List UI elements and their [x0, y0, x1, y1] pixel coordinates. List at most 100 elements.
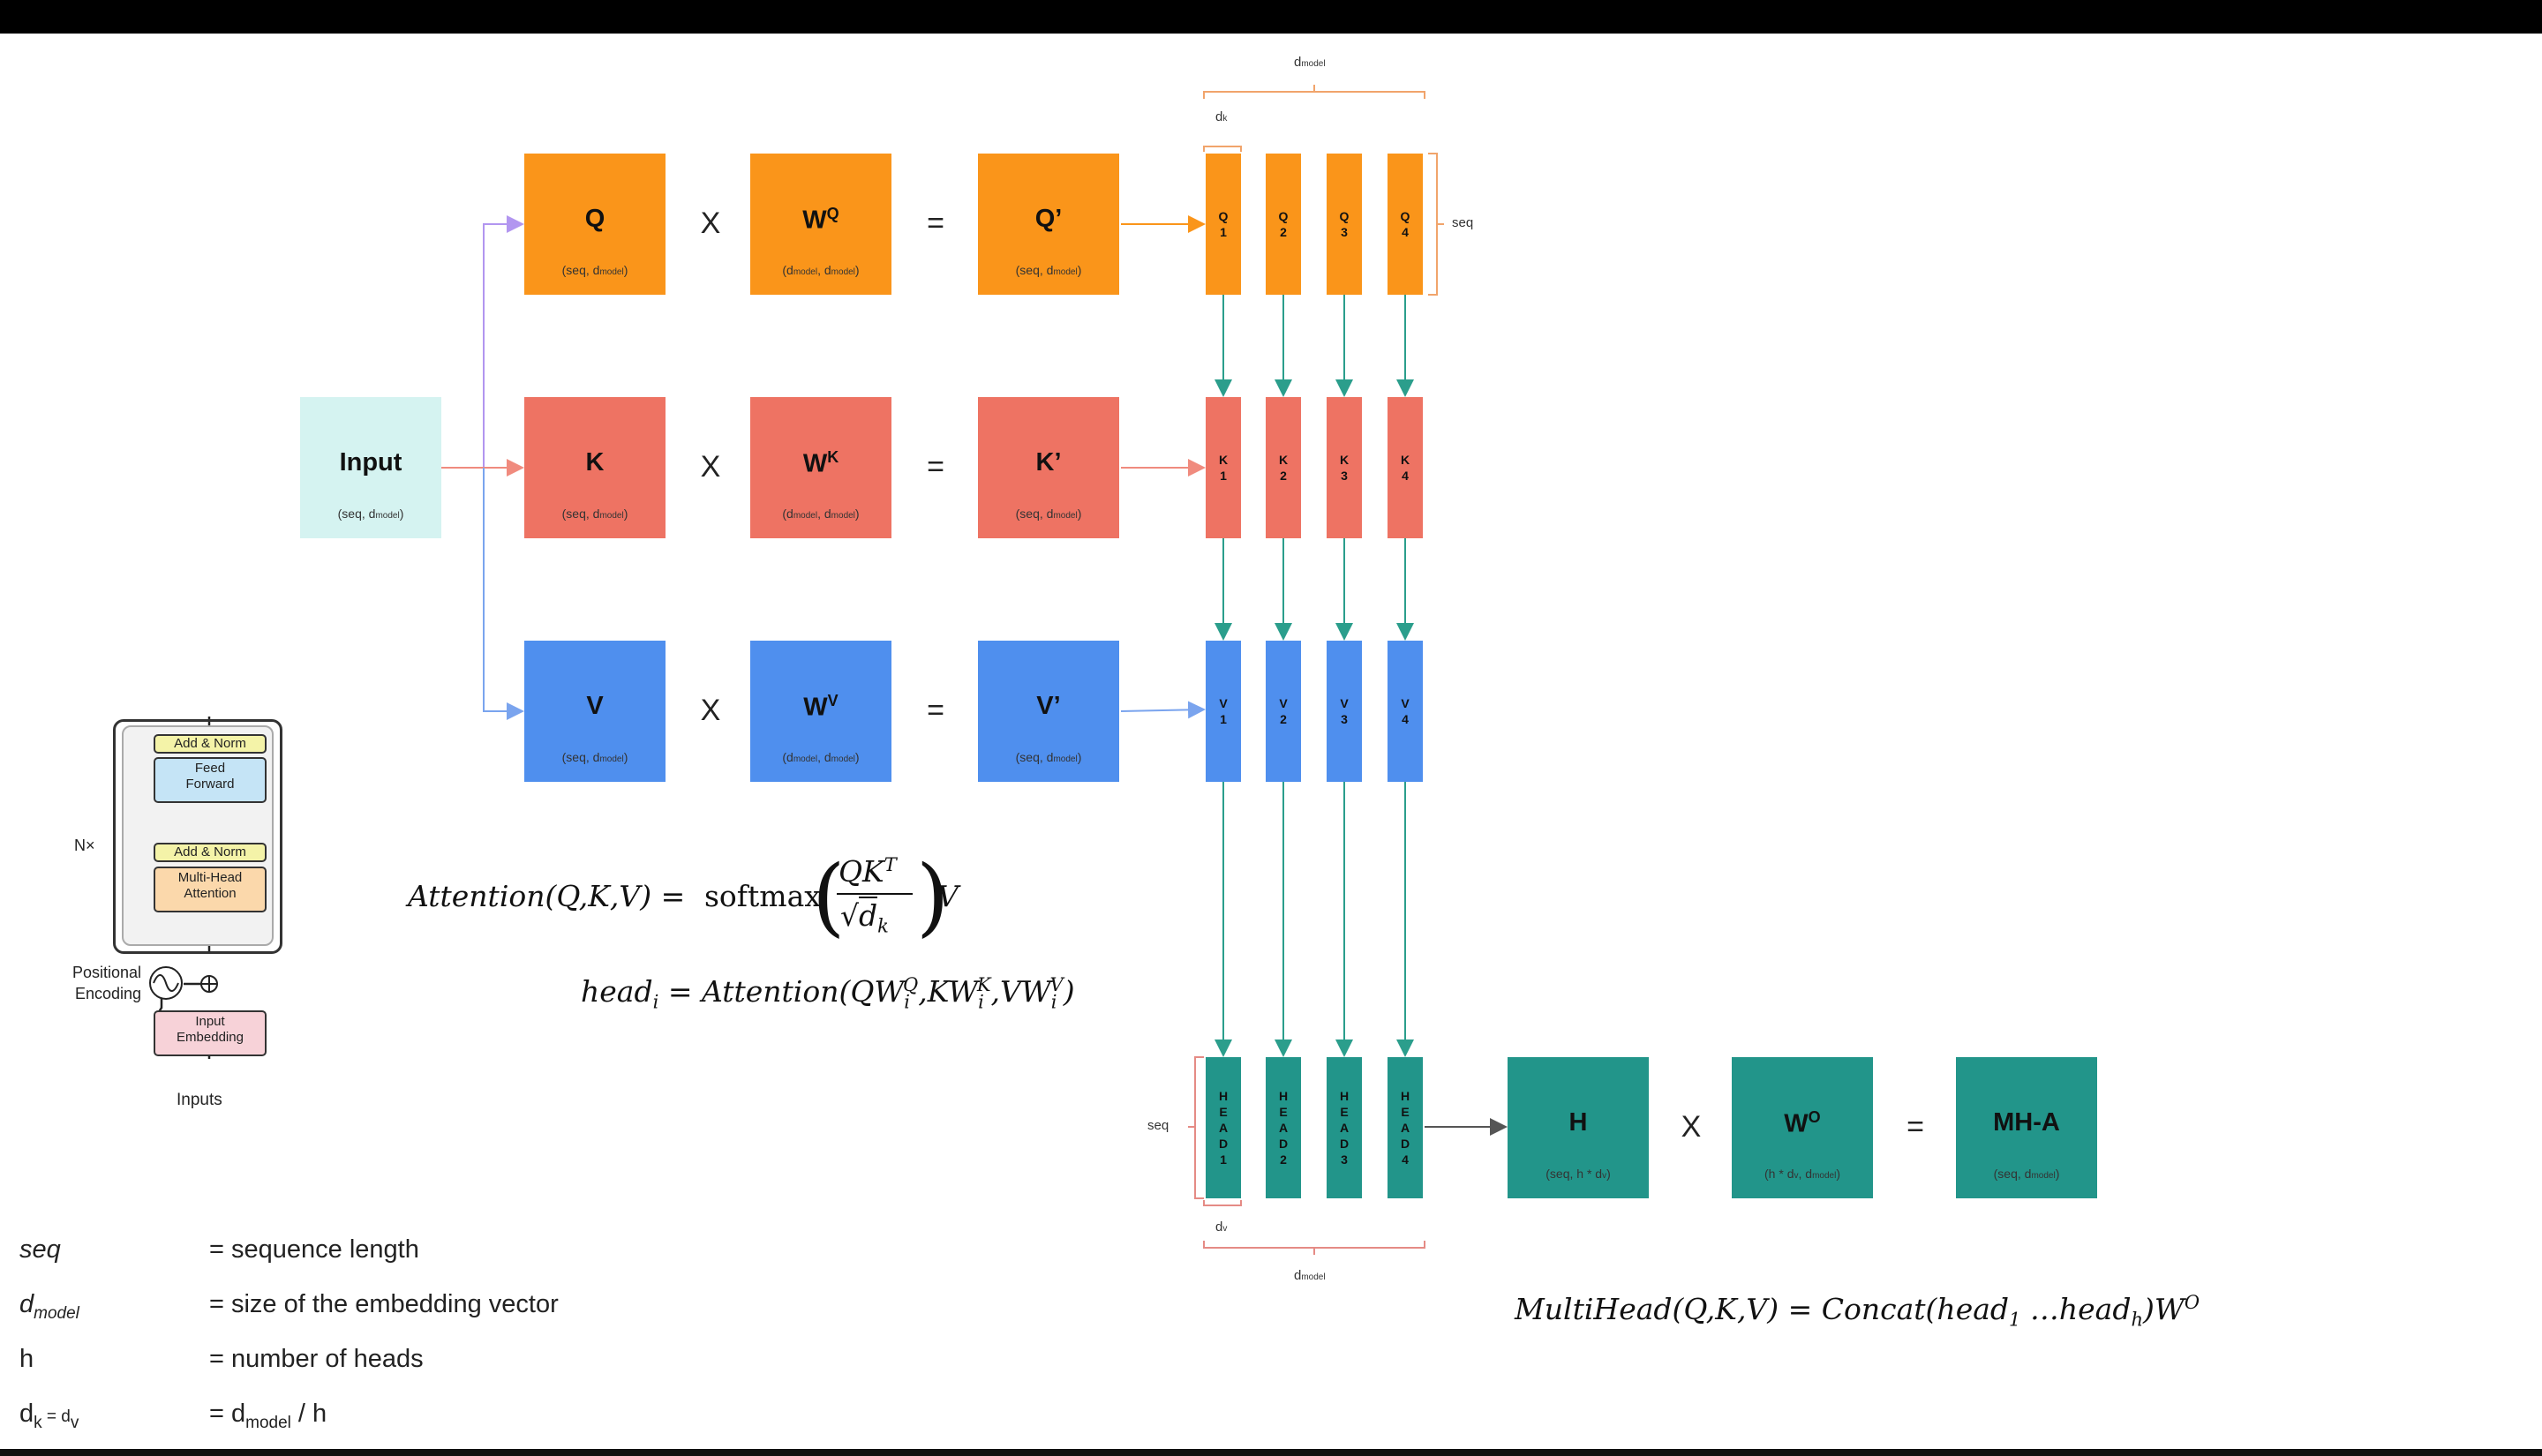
seq-q-bracket [1428, 153, 1444, 296]
wo-label: WO [1784, 1108, 1821, 1138]
input-box: Input (seq, dmodel) [300, 397, 441, 538]
v-dims: (seq, dmodel) [561, 750, 628, 764]
v-prime-dims: (seq, dmodel) [1015, 750, 1082, 764]
dmodel-top-bracket [1203, 85, 1425, 99]
k-times-operator: X [700, 450, 721, 484]
attention-denominator: √dk [840, 897, 889, 937]
wk-box: WK (dmodel, dmodel) [750, 397, 891, 538]
dv-bracket [1203, 1200, 1242, 1206]
input-embedding-block: Input Embedding [154, 1010, 267, 1056]
attention-paren-left: ( [812, 847, 846, 946]
attention-lhs: Attention(Q,K,V) = [408, 879, 686, 913]
dmodel-bottom-bracket [1203, 1241, 1425, 1255]
legend-term-dk-dv: dk = dv [19, 1400, 79, 1432]
q-prime-dims: (seq, dmodel) [1015, 263, 1082, 277]
seq-h-label: seq [1147, 1118, 1169, 1133]
v-times-operator: X [700, 694, 721, 727]
seq-h-bracket [1188, 1056, 1204, 1199]
k-label: K [585, 448, 605, 477]
k-box: K (seq, dmodel) [524, 397, 666, 538]
attention-formula: Attention(Q,K,V) = softmax ( QKT √dk ) V [408, 847, 959, 960]
legend-def-h: = number of heads [209, 1345, 424, 1373]
wv-dims: (dmodel, dmodel) [782, 750, 860, 764]
legend-term-dmodel: dmodel [19, 1290, 79, 1323]
q-times-operator: X [700, 206, 721, 240]
positional-encoding-label: Positional Encoding [71, 964, 141, 1002]
dk-label: dk [1215, 109, 1228, 124]
v-equals-operator: = [927, 694, 944, 727]
input-label: Input [339, 448, 402, 477]
encoder-frame [113, 719, 282, 954]
top-letterbox [0, 0, 2542, 34]
wk-dims: (dmodel, dmodel) [782, 507, 860, 521]
k-prime-box: K’ (seq, dmodel) [978, 397, 1119, 538]
wq-dims: (dmodel, dmodel) [782, 263, 860, 277]
equals-operator-bottom: = [1906, 1110, 1924, 1144]
input-dims: (seq, dmodel) [337, 507, 404, 521]
q-label: Q [584, 205, 605, 233]
legend-def-dk-dv: = dmodel / h [209, 1400, 327, 1432]
seq-q-label: seq [1452, 215, 1474, 230]
q-dims: (seq, dmodel) [561, 263, 628, 277]
dmodel-bottom-label: dmodel [1294, 1268, 1326, 1283]
feed-forward-block: Feed Forward [154, 757, 267, 803]
wo-box: WO (h * dv, dmodel) [1732, 1057, 1873, 1198]
wv-box: WV (dmodel, dmodel) [750, 641, 891, 782]
column-arrows [1215, 295, 1414, 1057]
add-norm-top: Add & Norm [154, 734, 267, 754]
attention-paren-right: ) [916, 847, 950, 946]
attention-fraction-bar [837, 893, 913, 895]
k-prime-label: K’ [1035, 448, 1062, 477]
inputs-label: Inputs [177, 1091, 222, 1109]
k-equals-operator: = [927, 450, 944, 484]
h-box: H (seq, h * dv) [1508, 1057, 1649, 1198]
attention-softmax: softmax [704, 879, 821, 913]
wo-dims: (h * dv, dmodel) [1764, 1167, 1840, 1181]
dv-label: dv [1215, 1220, 1228, 1235]
times-operator-bottom: X [1681, 1110, 1702, 1144]
v-prime-box: V’ (seq, dmodel) [978, 641, 1119, 782]
attention-numerator: QKT [839, 854, 897, 889]
nx-label: N× [74, 837, 95, 854]
h-dims: (seq, h * dv) [1546, 1167, 1611, 1181]
h-label: H [1568, 1108, 1588, 1137]
mha-label: MH-A [1993, 1108, 2060, 1137]
mha-dims: (seq, dmodel) [1993, 1167, 2060, 1181]
k-prime-dims: (seq, dmodel) [1015, 507, 1082, 521]
input-to-v-arrow [483, 468, 524, 720]
v-label: V [586, 692, 604, 720]
legend-term-seq: seq [19, 1235, 61, 1264]
wk-label: WK [802, 448, 839, 478]
q-prime-label: Q’ [1034, 205, 1063, 233]
head-formula: headi = Attention(QWiQ,KWiK,VWiV) [581, 974, 1075, 1013]
v-box: V (seq, dmodel) [524, 641, 666, 782]
legend-def-dmodel: = size of the embedding vector [209, 1290, 559, 1318]
dk-bracket [1203, 146, 1242, 152]
multi-head-attention-block: Multi-Head Attention [154, 867, 267, 912]
legend-term-h: h [19, 1345, 34, 1373]
attention-tail: V [937, 879, 959, 913]
